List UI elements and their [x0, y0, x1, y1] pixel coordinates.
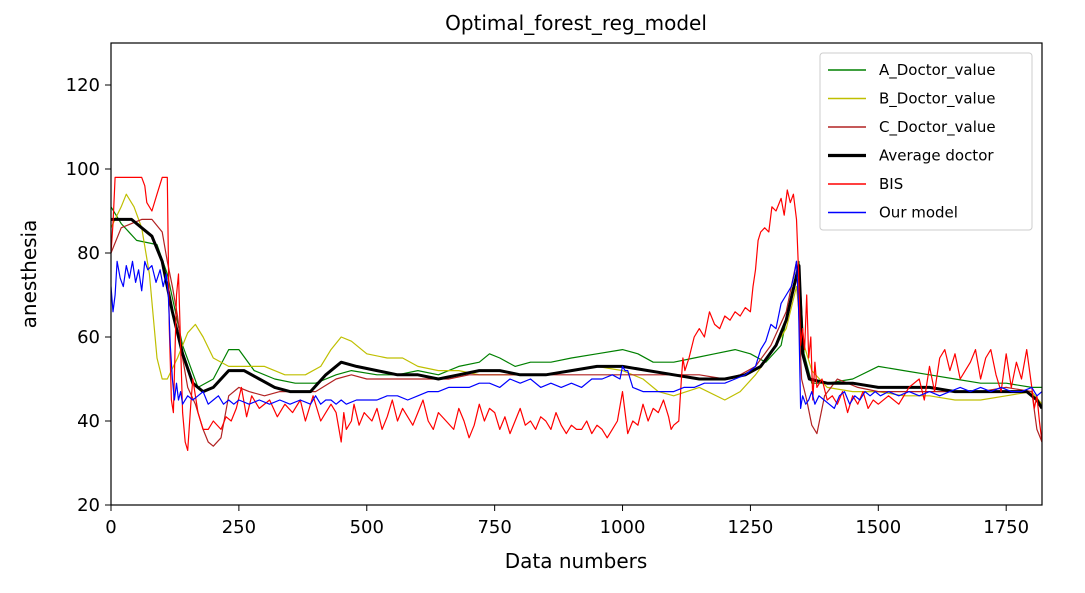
legend-label: BIS — [879, 175, 903, 193]
y-axis-label: anesthesia — [17, 220, 41, 329]
y-tick-label: 40 — [77, 411, 100, 432]
legend-label: Our model — [879, 204, 958, 222]
x-tick-label: 1750 — [983, 517, 1029, 538]
series-line-c-doctor-value — [111, 218, 1042, 447]
legend-box — [819, 52, 1033, 231]
y-tick-label: 20 — [77, 495, 100, 516]
legend-label: B_Doctor_value — [879, 90, 995, 109]
series-line-a-doctor-value — [111, 206, 1042, 388]
y-tick-label: 100 — [66, 159, 100, 180]
x-axis-label: Data numbers — [505, 549, 648, 573]
x-tick-label: 750 — [477, 517, 511, 538]
legend-label: Average doctor — [879, 147, 994, 165]
series-line-our-model — [111, 260, 1042, 409]
x-tick-label: 1500 — [855, 517, 901, 538]
x-tick-label: 0 — [105, 517, 116, 538]
x-tick-label: 250 — [222, 517, 256, 538]
y-tick-label: 120 — [66, 75, 100, 96]
chart-title: Optimal_forest_reg_model — [445, 11, 707, 35]
x-tick-label: 1250 — [728, 517, 774, 538]
y-tick-label: 80 — [77, 243, 100, 264]
series-line-bis — [111, 176, 1042, 451]
plot-frame — [110, 42, 1043, 506]
plot-area: 0 250 500 750 1000 1250 1500 1750 20 40 60 80 100 120… — [66, 42, 1043, 538]
x-tick-label: 500 — [350, 517, 384, 538]
series-line-average-doctor — [111, 217, 1042, 410]
x-tick-label: 1000 — [600, 517, 646, 538]
y-tick-label: 60 — [77, 327, 100, 348]
legend-label: A_Doctor_value — [879, 61, 995, 80]
legend-label: C_Doctor_value — [879, 118, 996, 137]
